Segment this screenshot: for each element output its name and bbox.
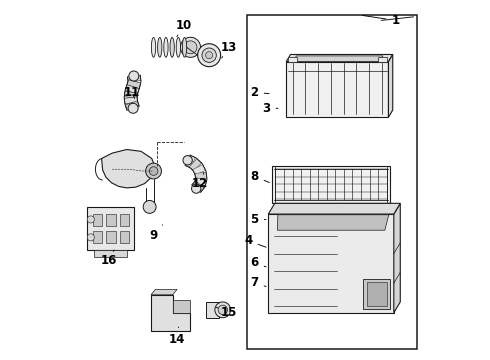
Polygon shape xyxy=(394,203,400,313)
Polygon shape xyxy=(192,181,204,192)
Text: 8: 8 xyxy=(250,170,270,183)
Polygon shape xyxy=(195,172,207,180)
Polygon shape xyxy=(286,54,393,62)
Circle shape xyxy=(180,37,200,57)
Ellipse shape xyxy=(151,37,156,57)
Polygon shape xyxy=(185,155,196,168)
Polygon shape xyxy=(286,62,389,117)
Circle shape xyxy=(128,103,138,113)
Circle shape xyxy=(215,302,231,318)
Circle shape xyxy=(129,71,139,81)
Circle shape xyxy=(202,48,216,62)
Polygon shape xyxy=(124,97,138,104)
Text: 11: 11 xyxy=(124,86,140,99)
Polygon shape xyxy=(95,250,126,257)
Text: 7: 7 xyxy=(250,276,266,289)
Polygon shape xyxy=(120,231,129,243)
Polygon shape xyxy=(189,158,201,171)
Polygon shape xyxy=(269,203,400,214)
Polygon shape xyxy=(389,54,393,117)
Polygon shape xyxy=(106,231,116,243)
Text: 14: 14 xyxy=(169,327,185,346)
Ellipse shape xyxy=(170,37,174,57)
Circle shape xyxy=(218,305,227,315)
Text: 9: 9 xyxy=(149,225,163,242)
Circle shape xyxy=(197,44,220,67)
Polygon shape xyxy=(106,214,116,226)
Polygon shape xyxy=(367,282,387,306)
Polygon shape xyxy=(364,279,390,309)
Text: 15: 15 xyxy=(216,306,237,319)
Circle shape xyxy=(184,41,197,54)
Bar xyxy=(247,15,417,348)
Polygon shape xyxy=(125,85,139,94)
Polygon shape xyxy=(101,149,155,188)
Circle shape xyxy=(149,167,158,175)
Polygon shape xyxy=(173,300,191,313)
Text: 5: 5 xyxy=(250,213,266,226)
Text: 16: 16 xyxy=(100,250,117,267)
Polygon shape xyxy=(87,207,134,250)
Polygon shape xyxy=(378,57,387,62)
Ellipse shape xyxy=(164,37,168,57)
Polygon shape xyxy=(124,91,138,98)
Polygon shape xyxy=(288,57,297,62)
Text: 1: 1 xyxy=(363,14,400,27)
Text: 12: 12 xyxy=(192,173,208,190)
Text: 13: 13 xyxy=(220,41,237,58)
Polygon shape xyxy=(205,302,219,318)
Polygon shape xyxy=(193,165,206,175)
Polygon shape xyxy=(194,177,207,186)
Circle shape xyxy=(143,201,156,213)
Text: 3: 3 xyxy=(263,102,278,115)
Polygon shape xyxy=(93,214,102,226)
Circle shape xyxy=(183,156,192,165)
Polygon shape xyxy=(151,289,177,295)
Circle shape xyxy=(87,216,95,223)
Text: 6: 6 xyxy=(250,256,266,269)
Polygon shape xyxy=(93,231,102,243)
Circle shape xyxy=(192,184,201,193)
Polygon shape xyxy=(272,166,390,203)
Polygon shape xyxy=(125,101,139,110)
Circle shape xyxy=(87,234,95,241)
Text: 2: 2 xyxy=(250,86,269,99)
Ellipse shape xyxy=(158,37,162,57)
Polygon shape xyxy=(127,80,141,89)
Polygon shape xyxy=(127,75,141,82)
Polygon shape xyxy=(295,56,383,62)
Polygon shape xyxy=(269,214,394,313)
Ellipse shape xyxy=(182,37,187,57)
Text: 4: 4 xyxy=(245,234,266,247)
Polygon shape xyxy=(120,214,129,226)
Circle shape xyxy=(205,51,213,59)
Polygon shape xyxy=(277,215,389,230)
Text: 10: 10 xyxy=(176,19,192,37)
Circle shape xyxy=(146,163,161,179)
Ellipse shape xyxy=(176,37,180,57)
Polygon shape xyxy=(151,295,191,330)
